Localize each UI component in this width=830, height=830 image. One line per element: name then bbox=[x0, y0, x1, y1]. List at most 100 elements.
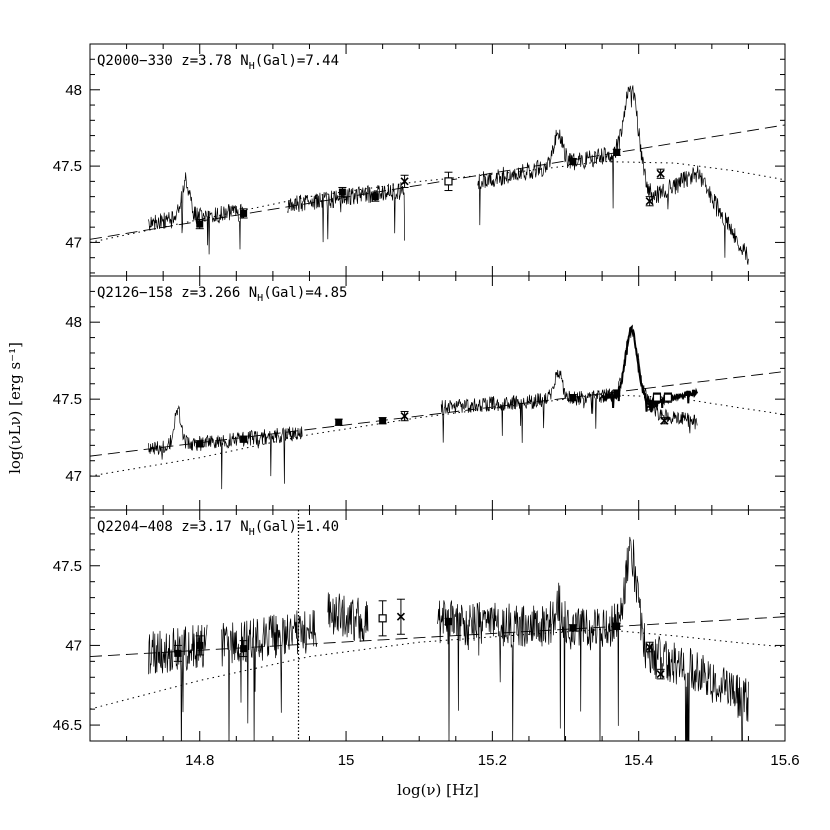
y-tick-label: 47.5 bbox=[53, 391, 82, 408]
photometry-point-4 bbox=[378, 600, 387, 637]
photometry-point-7 bbox=[568, 157, 577, 166]
panel-label-main: Q2000−330 z=3.78 N bbox=[97, 53, 249, 69]
model-curve bbox=[90, 393, 785, 477]
panel-label-tail: (Gal)=4.85 bbox=[263, 285, 347, 301]
marker-cross-b bbox=[645, 401, 654, 410]
photometry-point-11 bbox=[660, 416, 669, 425]
photometry-point-8 bbox=[645, 400, 654, 411]
x-tick-label: 14.8 bbox=[185, 752, 214, 769]
photometry-point-2 bbox=[239, 435, 248, 443]
photometry-point-8 bbox=[612, 622, 621, 630]
x-tick-label: 15.6 bbox=[770, 752, 799, 769]
marker-square-filled bbox=[240, 645, 248, 653]
marker-cross-b bbox=[656, 169, 665, 178]
marker-square-filled bbox=[569, 394, 577, 402]
spectrum-segment-1 bbox=[148, 624, 208, 741]
marker-square-filled bbox=[174, 649, 182, 657]
marker-cross-b bbox=[400, 412, 409, 421]
photometry-point-5 bbox=[400, 174, 409, 188]
marker-square-filled bbox=[613, 389, 621, 397]
spectrum-bold-segment-1 bbox=[601, 325, 699, 413]
photometry-point-9 bbox=[652, 392, 662, 403]
photometry-point-3 bbox=[239, 640, 248, 658]
panel-data-area bbox=[90, 85, 785, 265]
marker-square-open bbox=[378, 614, 387, 623]
marker-square-filled bbox=[240, 209, 248, 217]
photometry-point-7 bbox=[612, 389, 621, 397]
panel-label-main: Q2204−408 z=3.17 N bbox=[97, 519, 249, 535]
panel-frame bbox=[89, 43, 786, 277]
photometry-point-1 bbox=[173, 644, 182, 662]
panel-label-subscript: H bbox=[249, 527, 255, 538]
photometry-point-9 bbox=[645, 641, 654, 653]
marker-square-filled bbox=[569, 158, 577, 166]
marker-square-filled bbox=[379, 417, 387, 425]
marker-square-filled bbox=[196, 220, 204, 228]
photometry-point-4 bbox=[371, 191, 380, 202]
spectrum-segment-2 bbox=[440, 324, 698, 443]
panel-label: Q2000−330 z=3.78 NH(Gal)=7.44 bbox=[97, 53, 339, 72]
spectrum-segment-1 bbox=[148, 405, 303, 490]
marker-square-open bbox=[663, 393, 673, 402]
panel-3: 46.5 47 47.5 Q2204−408 z=3.17 NH(Gal)=1.40 bbox=[53, 509, 786, 742]
photometry-point-9 bbox=[645, 196, 654, 207]
y-tick-label: 48 bbox=[65, 82, 82, 99]
y-tick-label: 47 bbox=[65, 637, 82, 654]
spectrum-segment-1 bbox=[148, 172, 244, 255]
photometry-point-3 bbox=[334, 418, 343, 426]
marker-square-open bbox=[444, 177, 453, 186]
panel-frame bbox=[89, 509, 786, 742]
x-tick-label: 15.2 bbox=[478, 752, 507, 769]
panel-label: Q2126−158 z=3.266 NH(Gal)=4.85 bbox=[97, 285, 347, 304]
panel-label-main: Q2126−158 z=3.266 N bbox=[97, 285, 257, 301]
marker-cross-b bbox=[660, 416, 669, 425]
marker-cross-b bbox=[656, 670, 665, 679]
marker-cross-b bbox=[645, 642, 654, 652]
marker-square-filled bbox=[196, 440, 204, 448]
spectrum-segment-3 bbox=[477, 85, 749, 265]
photometry-point-2 bbox=[195, 635, 204, 656]
panel-label-subscript: H bbox=[257, 293, 263, 304]
y-tick-label: 48 bbox=[65, 314, 82, 331]
panel-1: 47 47.5 48 Q2000−330 z=3.78 NH(Gal)=7.44 bbox=[53, 43, 786, 277]
powerlaw-fit-line bbox=[90, 124, 785, 240]
marker-square-filled bbox=[569, 624, 577, 632]
y-tick-label: 47.5 bbox=[53, 158, 82, 175]
photometry-point-4 bbox=[378, 417, 387, 425]
y-tick-label: 47 bbox=[65, 468, 82, 485]
y-tick-label: 46.5 bbox=[53, 717, 82, 734]
panel-label-tail: (Gal)=1.40 bbox=[255, 519, 339, 535]
photometry-point-10 bbox=[656, 668, 665, 680]
panel-2: 47 47.5 48 Q2126−158 z=3.266 NH(Gal)=4.85 bbox=[53, 275, 786, 511]
x-tick-label: 15 bbox=[338, 752, 355, 769]
marker-square-filled bbox=[338, 188, 346, 196]
panel-data-area bbox=[90, 510, 785, 741]
photometry-point-5 bbox=[400, 410, 409, 422]
marker-square-filled bbox=[335, 418, 343, 426]
photometry-point-1 bbox=[195, 219, 204, 230]
panel-label-tail: (Gal)=7.44 bbox=[255, 53, 339, 69]
photometry-point-8 bbox=[612, 148, 621, 156]
spectrum-segment-3 bbox=[327, 592, 369, 642]
photometry-point-10 bbox=[656, 168, 665, 179]
x-axis-title: log(ν) [Hz] bbox=[397, 781, 479, 799]
marker-square-filled bbox=[196, 641, 204, 649]
photometry-point-2 bbox=[239, 208, 248, 219]
panel-label-subscript: H bbox=[249, 61, 255, 72]
photometry-point-5 bbox=[396, 598, 405, 635]
spectrum-segment-2 bbox=[221, 609, 318, 741]
marker-cross-b bbox=[645, 197, 654, 206]
photometry-point-6 bbox=[444, 617, 453, 626]
model-curve bbox=[90, 160, 785, 243]
spectrum-segment-2 bbox=[287, 182, 405, 243]
powerlaw-fit-line bbox=[90, 616, 785, 658]
spectrum-segment-4 bbox=[437, 536, 749, 741]
photometry-point-1 bbox=[195, 440, 204, 448]
model-curve bbox=[90, 628, 785, 710]
y-axis-title: log(νLν) [erg s⁻¹] bbox=[6, 342, 24, 474]
panel-frame bbox=[89, 275, 786, 511]
marker-cross-b bbox=[400, 177, 409, 186]
y-tick-label: 47 bbox=[65, 234, 82, 251]
photometry-point-10 bbox=[663, 392, 673, 403]
